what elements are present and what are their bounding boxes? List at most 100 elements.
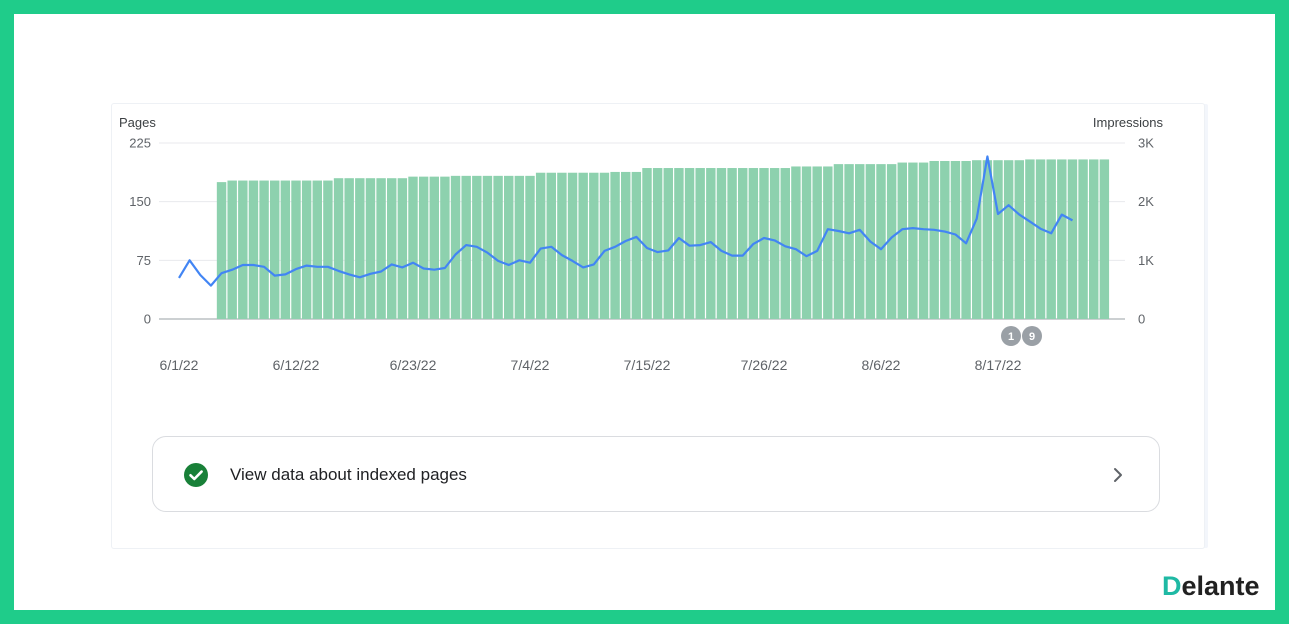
pages-bar — [908, 162, 918, 319]
pages-bar — [589, 172, 599, 319]
pages-bar — [450, 175, 461, 319]
impressions-line — [178, 155, 1074, 287]
pages-bar — [248, 180, 259, 319]
pages-bar — [1078, 159, 1088, 319]
pages-bar — [844, 164, 854, 319]
pages-bar — [535, 172, 546, 319]
pages-bar — [344, 178, 354, 319]
pages-bar — [280, 180, 291, 319]
pages-bar — [876, 164, 886, 319]
right-axis-ticks: 0 1K 2K 3K — [1138, 136, 1154, 327]
pages-bar — [397, 178, 408, 319]
pages-bar — [355, 178, 365, 319]
pages-bar — [610, 171, 620, 319]
pages-bar — [578, 172, 588, 319]
pages-bar — [833, 164, 844, 319]
pages-bar — [1014, 160, 1024, 319]
x-axis-ticks: 6/1/22 6/12/22 6/23/22 7/4/22 7/15/22 7/26/22… — [160, 357, 1022, 373]
pages-bar — [621, 171, 631, 319]
pages-bar — [886, 164, 897, 319]
pages-bar — [695, 168, 705, 319]
pages-bar — [429, 176, 439, 319]
pages-bar — [897, 162, 907, 319]
annotation-badge[interactable] — [1022, 326, 1042, 346]
pages-bar — [982, 160, 993, 319]
x-tick-label: 7/15/22 — [624, 357, 671, 373]
pages-bar — [950, 160, 961, 319]
pages-bar — [972, 160, 982, 319]
chevron-right-icon — [1114, 468, 1122, 482]
logo-wordmark: elante — [1181, 570, 1260, 601]
pages-bar — [557, 172, 567, 319]
right-tick-label: 0 — [1138, 312, 1145, 327]
pages-bar — [738, 168, 748, 319]
pages-bars — [216, 159, 1110, 319]
pages-bar — [1057, 159, 1067, 319]
left-tick-label: 0 — [144, 312, 151, 327]
annotation-label: 1 — [1008, 331, 1014, 343]
pages-bar — [1003, 160, 1014, 319]
x-tick-label: 6/12/22 — [273, 357, 320, 373]
pages-bar — [525, 175, 535, 319]
pages-bar — [993, 160, 1003, 319]
pages-bar — [652, 168, 663, 319]
pages-bar — [674, 168, 684, 319]
pages-bar — [365, 178, 376, 319]
pages-bar — [291, 180, 301, 319]
pages-bar — [642, 168, 652, 319]
pages-bar — [376, 178, 386, 319]
x-tick-label: 6/23/22 — [390, 357, 437, 373]
chart: Pages Impressions 0 75 150 225 0 1K 2K 3K 6/1/… — [119, 115, 1164, 373]
pages-bar — [961, 160, 971, 319]
pages-bar — [461, 175, 471, 319]
pages-bar — [1046, 159, 1056, 319]
x-tick-label: 6/1/22 — [160, 357, 199, 373]
pages-bar — [238, 180, 248, 319]
left-tick-label: 225 — [129, 136, 151, 151]
pages-bar — [387, 178, 397, 319]
pages-bar — [440, 176, 450, 319]
check-circle-icon — [184, 463, 208, 487]
pages-bar — [769, 168, 780, 319]
annotation-label: 9 — [1029, 331, 1035, 343]
annotation-badge[interactable] — [1001, 326, 1021, 346]
pages-bar — [482, 175, 493, 319]
right-tick-label: 1K — [1138, 253, 1154, 268]
pages-bar — [323, 180, 333, 319]
pages-bar — [270, 180, 280, 319]
pages-bar — [312, 180, 322, 319]
view-indexed-pages-link[interactable]: View data about indexed pages — [152, 436, 1160, 512]
x-tick-label: 8/17/22 — [975, 357, 1022, 373]
pages-bar — [259, 180, 269, 319]
pages-bar — [1099, 159, 1110, 319]
pages-bar — [1067, 159, 1078, 319]
pages-bar — [780, 168, 790, 319]
pages-bar — [493, 175, 503, 319]
pages-bar — [418, 176, 429, 319]
pages-bar — [514, 175, 525, 319]
pages-bar — [216, 182, 227, 319]
logo-mark: D — [1162, 570, 1182, 601]
pages-bar — [759, 168, 769, 319]
x-tick-label: 7/26/22 — [741, 357, 788, 373]
pages-bar — [408, 176, 418, 319]
x-tick-label: 8/6/22 — [862, 357, 901, 373]
pages-bar — [727, 168, 737, 319]
right-tick-label: 2K — [1138, 194, 1154, 209]
pages-bar — [823, 166, 833, 319]
pages-bar — [567, 172, 578, 319]
pages-bar — [684, 168, 695, 319]
pages-bar — [663, 168, 673, 319]
left-axis-ticks: 0 75 150 225 — [129, 136, 151, 327]
x-tick-label: 7/4/22 — [511, 357, 550, 373]
pages-bar — [301, 180, 312, 319]
pages-bar — [1089, 159, 1099, 319]
pages-bar — [791, 166, 801, 319]
pages-bar — [801, 166, 812, 319]
pages-bar — [1035, 159, 1046, 319]
pages-bar — [918, 162, 929, 319]
pages-bar — [855, 164, 865, 319]
